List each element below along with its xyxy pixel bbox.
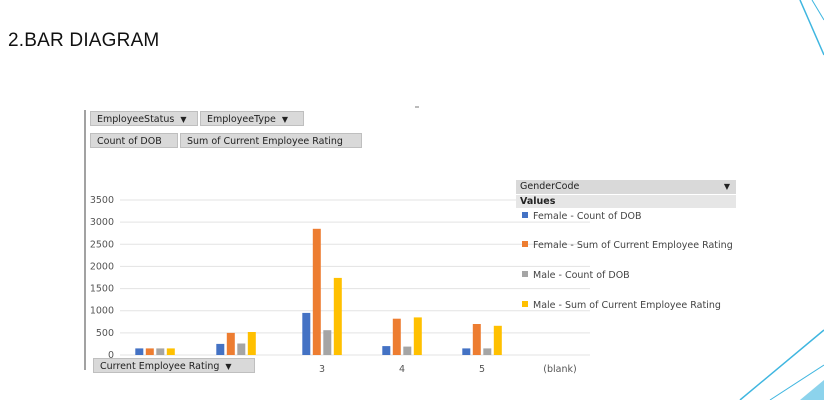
legend-item-female-sum: Female - Sum of Current Employee Rating xyxy=(522,240,738,252)
y-tick-label: 2000 xyxy=(90,261,114,272)
bar-female-sum xyxy=(226,332,235,355)
chevron-down-icon: ▼ xyxy=(180,115,187,124)
chevron-down-icon: ▼ xyxy=(281,115,289,124)
bar-male-count xyxy=(323,330,332,355)
legend-swatch xyxy=(522,271,528,277)
axis-field-label: Current Employee Rating xyxy=(100,361,220,372)
bar-female-sum xyxy=(392,318,401,355)
bar-male-sum xyxy=(166,348,175,355)
x-tick-label: (blank) xyxy=(543,364,576,375)
bar-male-sum xyxy=(333,277,342,355)
bar-male-sum xyxy=(493,325,502,355)
chevron-down-icon: ▼ xyxy=(225,362,232,371)
bar-male-sum xyxy=(413,317,422,355)
filter-label: EmployeeStatus xyxy=(97,114,175,125)
bar-male-count xyxy=(237,343,246,355)
y-tick-label: 2500 xyxy=(90,239,114,250)
gridlines xyxy=(120,199,590,356)
bar-female-sum xyxy=(312,228,321,355)
bar-female-count xyxy=(382,346,391,355)
legend-item-female-count: Female - Count of DOB xyxy=(522,211,738,223)
legend-swatch xyxy=(522,301,528,307)
legend-values-header: Values xyxy=(516,195,736,208)
y-tick-label: 3500 xyxy=(90,195,114,206)
y-tick-label: 1500 xyxy=(90,284,114,295)
slide-title: 2.BAR DIAGRAM xyxy=(8,30,160,51)
chevron-down-icon: ▼ xyxy=(723,182,730,191)
bar-male-count xyxy=(156,348,165,355)
bar-female-count xyxy=(462,348,471,355)
x-tick-label: 5 xyxy=(479,364,485,375)
y-tick-label: 500 xyxy=(96,328,114,339)
legend-label: Female - Sum of Current Employee Rating xyxy=(533,240,733,251)
legend-label: Male - Count of DOB xyxy=(533,270,630,281)
y-tick-label: 1000 xyxy=(90,306,114,317)
bar-female-count xyxy=(216,343,225,355)
value-label: Sum of Current Employee Rating xyxy=(187,136,343,147)
x-tick-label: 3 xyxy=(319,364,325,375)
x-axis-ticks: 3 4 5 (blank) xyxy=(319,364,577,375)
axis-field-button[interactable]: Current Employee Rating ▼ xyxy=(93,358,255,373)
legend-swatch xyxy=(522,212,528,218)
legend-swatch xyxy=(522,241,528,247)
legend-field-label: GenderCode xyxy=(520,181,580,192)
bar-female-count xyxy=(135,348,144,355)
bar-male-count xyxy=(403,346,412,355)
y-tick-label: 0 xyxy=(108,350,114,361)
legend-field-button[interactable]: GenderCode ▼ xyxy=(516,180,736,194)
value-button-sum-rating[interactable]: Sum of Current Employee Rating xyxy=(180,133,362,148)
legend-item-male-count: Male - Count of DOB xyxy=(522,270,738,282)
y-tick-label: 3000 xyxy=(90,217,114,228)
value-button-count-of-dob[interactable]: Count of DOB xyxy=(90,133,178,148)
legend-label: Female - Count of DOB xyxy=(533,211,642,222)
legend-item-male-sum: Male - Sum of Current Employee Rating xyxy=(522,300,738,312)
filter-button-employee-status[interactable]: EmployeeStatus ▼ xyxy=(90,111,198,126)
x-tick-label: 4 xyxy=(399,364,405,375)
bar-female-count xyxy=(302,312,311,355)
bars xyxy=(135,228,502,355)
y-axis-ticks: 0 500 1000 1500 2000 2500 3000 3500 xyxy=(90,195,114,361)
bar-female-sum xyxy=(472,324,481,355)
bar-male-count xyxy=(483,348,492,355)
bar-female-sum xyxy=(145,348,154,355)
filter-label: EmployeeType xyxy=(207,114,276,125)
bar-male-sum xyxy=(247,332,256,355)
value-label: Count of DOB xyxy=(97,136,162,147)
legend-label: Male - Sum of Current Employee Rating xyxy=(533,300,721,311)
filter-button-employee-type[interactable]: EmployeeType ▼ xyxy=(200,111,304,126)
